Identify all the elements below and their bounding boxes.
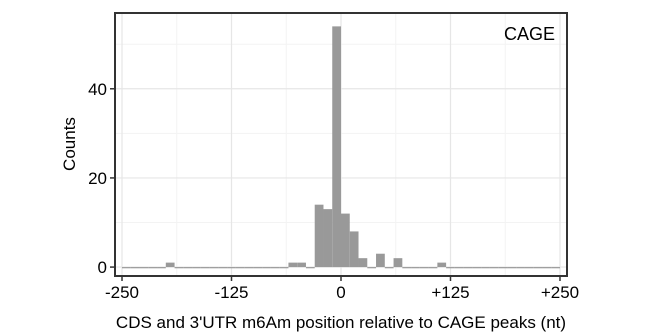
histogram-bar	[376, 253, 385, 268]
y-tick-label: 20	[88, 169, 107, 188]
histogram-bar	[288, 262, 298, 268]
histogram-bar	[253, 267, 263, 269]
histogram-bar	[279, 267, 289, 269]
histogram-bar	[297, 262, 306, 268]
histogram-bar	[402, 267, 412, 269]
histogram-bar	[218, 267, 228, 269]
histogram-bar	[122, 267, 131, 269]
histogram-bar	[270, 267, 280, 269]
histogram-bar	[157, 267, 166, 269]
histogram-bar	[358, 258, 368, 268]
histogram-bar	[481, 267, 490, 269]
histogram-bar	[472, 267, 482, 269]
histogram-bar	[437, 262, 447, 268]
histogram-bar	[192, 267, 201, 269]
histogram-bars	[122, 26, 560, 269]
x-axis-title: CDS and 3'UTR m6Am position relative to …	[116, 313, 566, 332]
histogram-bar	[446, 267, 455, 269]
histogram-bar	[209, 267, 219, 269]
x-tick-label: +125	[431, 283, 469, 302]
histogram-bar	[428, 267, 438, 269]
histogram-bar	[323, 209, 333, 268]
histogram-bar	[454, 267, 464, 269]
y-tick-label: 40	[88, 80, 107, 99]
histogram-bar	[262, 267, 271, 269]
histogram-bar	[183, 267, 193, 269]
panel-label: CAGE	[504, 24, 555, 44]
histogram-bar	[498, 267, 508, 269]
x-tick-label: -125	[214, 283, 248, 302]
histogram-bar	[551, 267, 560, 269]
histogram-bar	[489, 267, 499, 269]
histogram-bar	[393, 258, 403, 268]
y-axis-title: Counts	[60, 117, 79, 171]
histogram-bar	[305, 267, 315, 269]
histogram-bar	[507, 267, 517, 269]
histogram-bar	[227, 267, 236, 269]
histogram-bar	[542, 267, 552, 269]
histogram-bar	[165, 262, 175, 268]
x-axis: -250 -125 0 +125 +250	[105, 276, 579, 302]
histogram-bar	[174, 267, 184, 269]
histogram-bar	[244, 267, 254, 269]
histogram-bar	[419, 267, 429, 269]
histogram-bar	[524, 267, 534, 269]
histogram-bar	[341, 213, 350, 268]
histogram-bar	[235, 267, 245, 269]
y-tick-label: 0	[98, 258, 107, 277]
histogram-bar	[130, 267, 140, 269]
x-tick-label: -250	[105, 283, 139, 302]
histogram-bar	[533, 267, 543, 269]
histogram-bar	[349, 231, 359, 268]
histogram-bar	[516, 267, 525, 269]
histogram-bar	[367, 267, 377, 269]
histogram-bar	[384, 267, 394, 269]
histogram-bar	[200, 267, 210, 269]
x-tick-label: +250	[541, 283, 579, 302]
histogram-bar	[148, 267, 158, 269]
histogram-bar	[139, 267, 149, 269]
histogram-bar	[314, 204, 324, 268]
x-tick-label: 0	[336, 283, 345, 302]
histogram-bar	[411, 267, 420, 269]
histogram-bar	[463, 267, 473, 269]
y-axis: 0 20 40	[88, 80, 115, 277]
histogram-bar	[332, 26, 341, 268]
